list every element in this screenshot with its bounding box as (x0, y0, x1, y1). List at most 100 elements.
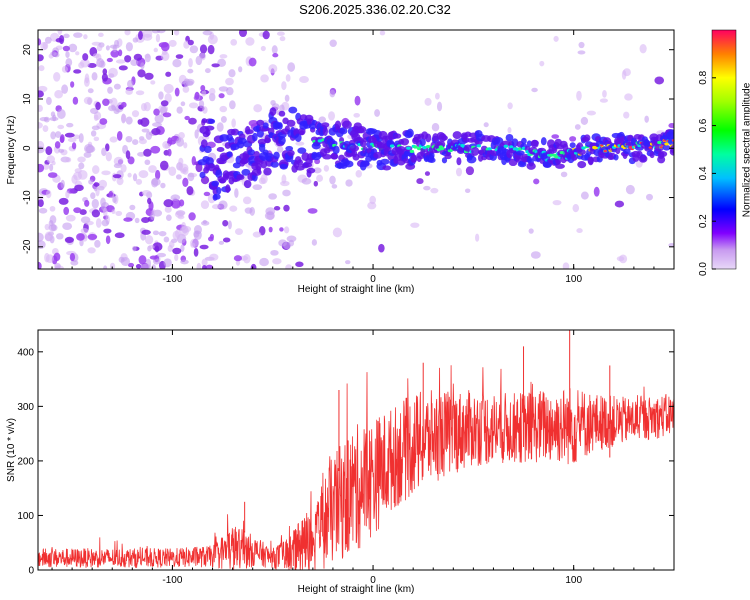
spectral-cell (64, 236, 74, 244)
spectral-cell (98, 32, 104, 38)
spectral-cell (228, 69, 236, 78)
spectral-cell (332, 145, 340, 155)
spectral-cell (230, 128, 240, 136)
spectral-cell (475, 233, 480, 242)
spectral-cell (172, 58, 182, 68)
spectral-cell (158, 91, 164, 100)
spectral-cell (464, 188, 471, 194)
spectral-cell (528, 228, 534, 234)
spectral-cell (152, 242, 163, 252)
spectral-cell (229, 205, 238, 212)
spectral-cell (297, 159, 304, 166)
spectral-cell (132, 173, 138, 182)
spectral-cell (143, 148, 152, 157)
spectral-cell (285, 264, 293, 269)
spectral-cell (555, 158, 562, 165)
spectral-cell (172, 230, 180, 241)
spectral-cell (410, 154, 417, 162)
spectral-cell (276, 31, 285, 36)
spectral-cell (154, 114, 164, 124)
spectral-cell (82, 53, 89, 61)
spectral-cell (218, 240, 225, 245)
spectral-cell (187, 39, 194, 46)
spectral-cell (52, 114, 57, 122)
spectral-cell (657, 140, 662, 145)
spectral-cell (105, 45, 110, 51)
spectral-cell (455, 167, 463, 177)
spectral-cell (483, 122, 489, 128)
spectral-cell (111, 209, 116, 214)
spectral-cell (668, 129, 674, 139)
spectral-cell (202, 264, 207, 269)
spectral-cell (285, 74, 291, 82)
spectral-cell (659, 146, 663, 149)
spectral-cell (413, 145, 418, 149)
y-tick-label: 400 (17, 347, 34, 358)
spectral-cell (75, 51, 80, 56)
spectral-cell (116, 130, 123, 141)
spectral-cell (162, 112, 172, 118)
spectral-cell (61, 65, 68, 73)
x-tick-label: 0 (370, 274, 376, 285)
spectral-cell (174, 87, 180, 97)
spectral-cell (373, 151, 383, 159)
spectral-cell (183, 142, 188, 149)
spectral-cell (287, 149, 295, 157)
spectral-cell (84, 220, 94, 226)
spectral-cell (230, 38, 238, 46)
spectral-cell (205, 125, 215, 131)
spectral-cell (90, 107, 99, 115)
colorbar-tick-label: 0.6 (698, 118, 709, 132)
spectral-cell (238, 30, 248, 38)
spectral-cell (80, 228, 89, 234)
spectral-cell (236, 174, 245, 181)
spectral-cell (107, 86, 113, 94)
spectral-cell (349, 145, 360, 152)
spectral-cell (84, 199, 90, 207)
spectral-cell (353, 112, 361, 118)
spectral-cell (539, 60, 545, 67)
spectral-cell (466, 155, 477, 164)
spectral-cell (175, 174, 182, 180)
spectral-cell (431, 123, 440, 132)
spectral-cell (138, 138, 147, 145)
spectral-cell (145, 131, 153, 140)
spectral-cell (44, 36, 52, 44)
spectral-cell (273, 151, 280, 160)
spectral-cell (124, 30, 131, 36)
spectral-cell (201, 139, 208, 148)
spectral-cell (45, 254, 54, 263)
spectral-cell (125, 150, 131, 160)
spectral-cell (202, 106, 208, 114)
spectral-cell (48, 224, 58, 232)
spectral-cell (422, 146, 427, 150)
spectral-cell (648, 146, 653, 149)
spectral-cell (279, 227, 284, 232)
spectral-cell (46, 155, 55, 164)
spectral-cell (288, 106, 298, 114)
spectral-cell (73, 69, 82, 74)
spectral-cell (142, 33, 153, 41)
spectral-cell (639, 43, 647, 54)
spectral-cell (613, 154, 619, 161)
spectral-cell (253, 151, 260, 158)
spectral-cell (69, 252, 76, 262)
spectral-cell (108, 190, 114, 197)
spectral-cell (226, 151, 233, 158)
spectral-cell (313, 180, 318, 187)
spectral-cell (201, 89, 207, 97)
spectral-cell (423, 185, 431, 191)
spectral-cell (477, 153, 484, 162)
spectral-cell (182, 177, 189, 187)
spectral-cell (53, 71, 61, 82)
spectral-cell (130, 59, 139, 66)
y-tick-label: 100 (17, 511, 34, 522)
spectral-cell (96, 44, 103, 52)
spectral-cell (137, 119, 143, 125)
snr-frame (37, 329, 675, 571)
spectral-cell (108, 67, 118, 78)
spectral-cell (380, 158, 390, 165)
spectral-cell (619, 254, 628, 264)
spectral-cell (57, 109, 66, 119)
spectral-cell (339, 127, 348, 135)
